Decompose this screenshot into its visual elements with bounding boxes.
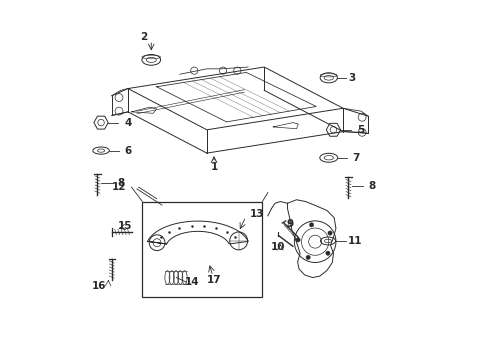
Text: 17: 17 [206,275,221,285]
Text: 7: 7 [351,153,359,163]
Text: 6: 6 [124,145,131,156]
Text: 10: 10 [270,242,285,252]
Text: 11: 11 [347,236,362,246]
Text: 4: 4 [124,118,131,128]
Text: 15: 15 [118,221,132,231]
Text: 8: 8 [367,181,375,192]
Circle shape [295,238,300,242]
Text: 5: 5 [356,125,363,135]
Circle shape [327,231,331,235]
Text: 14: 14 [185,277,200,287]
Text: 1: 1 [210,162,217,172]
Text: 9: 9 [286,219,293,229]
Text: 2: 2 [140,32,147,41]
Circle shape [309,223,313,227]
Text: 8: 8 [117,178,124,188]
Circle shape [305,255,310,260]
Bar [142,202,262,297]
Text: 16: 16 [92,281,106,291]
Circle shape [325,251,329,255]
Text: 3: 3 [348,73,355,83]
Text: 12: 12 [111,182,126,192]
Text: 13: 13 [249,209,264,219]
